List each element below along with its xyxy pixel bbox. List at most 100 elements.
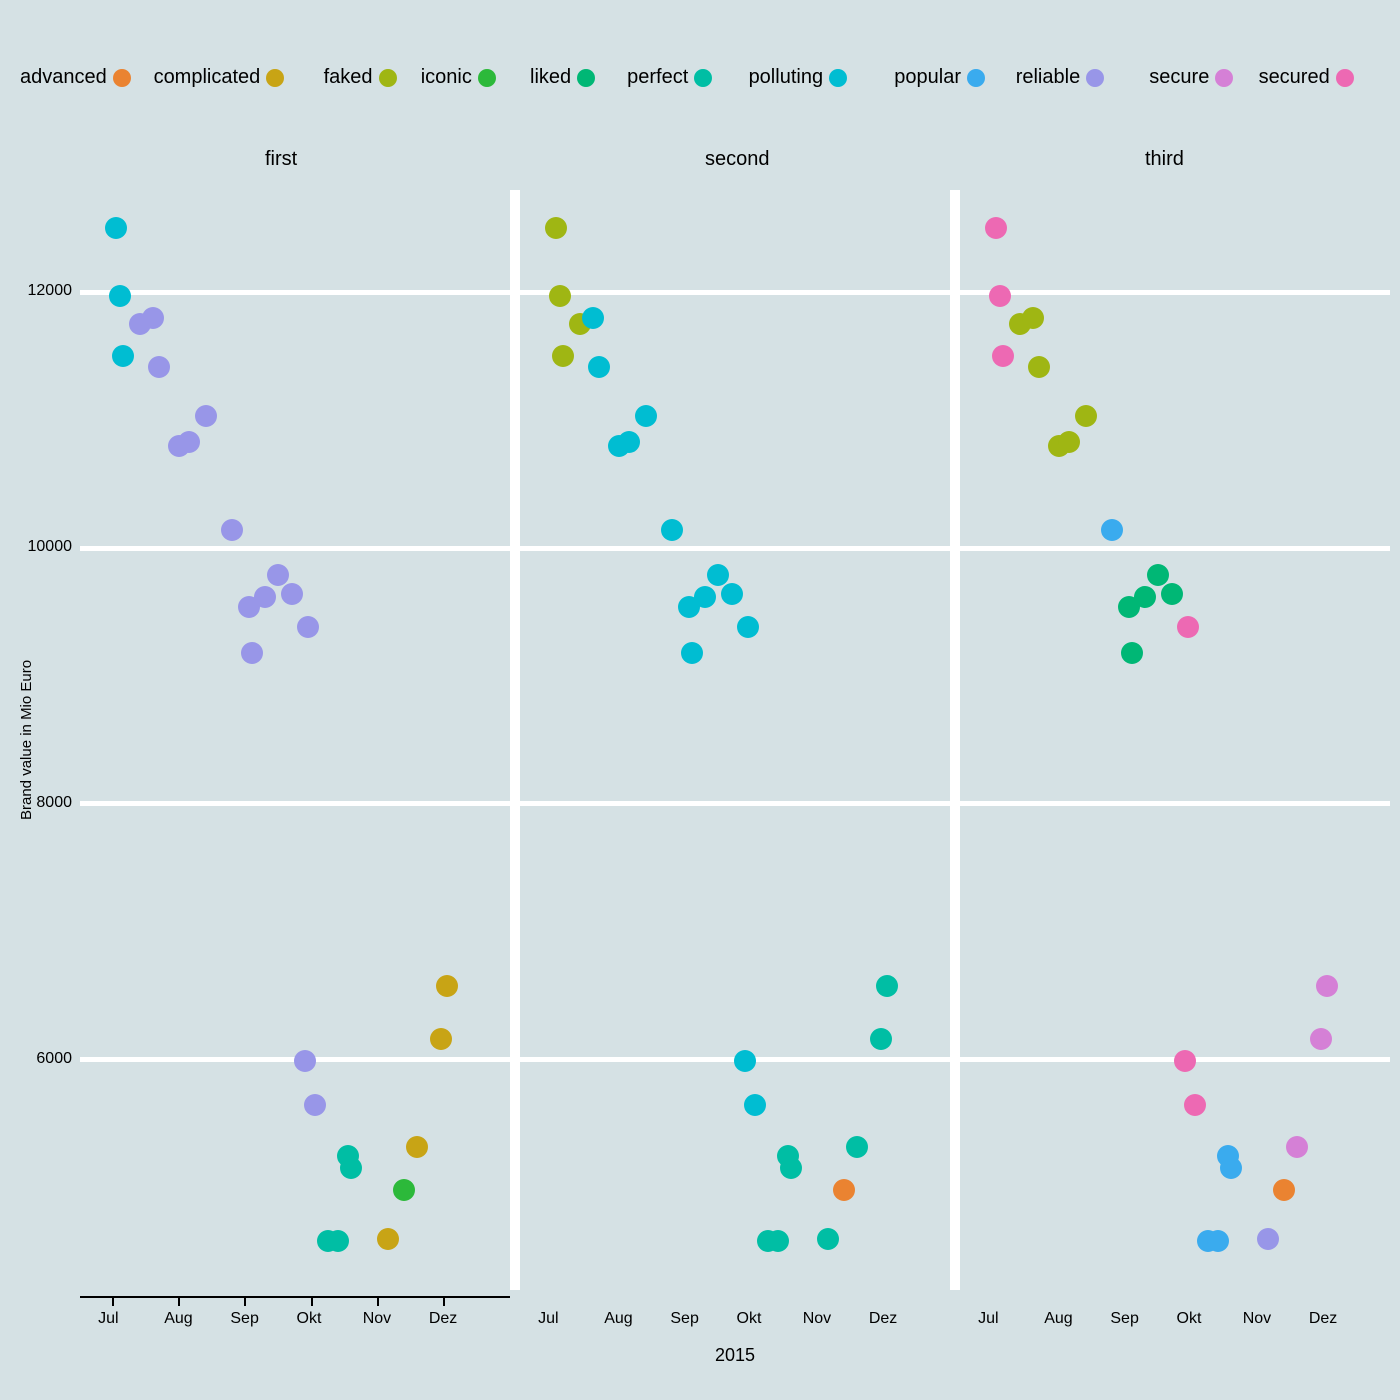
data-point — [109, 285, 131, 307]
facet-title: third — [1145, 148, 1184, 171]
x-tick-label: Dez — [869, 1310, 897, 1328]
data-point — [1207, 1230, 1229, 1252]
data-point — [545, 217, 567, 239]
data-point — [744, 1094, 766, 1116]
x-tick-label: Sep — [670, 1310, 698, 1328]
data-point — [985, 217, 1007, 239]
data-point — [105, 217, 127, 239]
data-point — [737, 616, 759, 638]
y-axis-title: Brand value in Mio Euro — [18, 660, 35, 820]
legend-item-reliable: reliable — [1016, 66, 1104, 89]
data-point — [297, 616, 319, 638]
data-point — [1177, 616, 1199, 638]
gridline — [520, 546, 950, 551]
x-tick — [112, 1296, 114, 1306]
x-tick — [244, 1296, 246, 1306]
data-point — [876, 975, 898, 997]
x-tick-label: Sep — [1110, 1310, 1138, 1328]
data-point — [1147, 564, 1169, 586]
facet-title: second — [705, 148, 770, 171]
legend-item-iconic: iconic — [421, 66, 496, 89]
x-tick — [311, 1296, 313, 1306]
facet-title: first — [265, 148, 297, 171]
data-point — [406, 1136, 428, 1158]
data-point — [112, 345, 134, 367]
legend-item-perfect: perfect — [627, 66, 712, 89]
x-tick — [377, 1296, 379, 1306]
legend-dot-icon — [577, 69, 595, 87]
x-axis-title: 2015 — [715, 1345, 755, 1366]
data-point — [552, 345, 574, 367]
legend-dot-icon — [1086, 69, 1104, 87]
gridline — [80, 801, 510, 806]
legend-label: secure — [1149, 66, 1209, 89]
x-tick-label: Okt — [737, 1310, 762, 1328]
legend-item-faked: faked — [324, 66, 397, 89]
data-point — [1174, 1050, 1196, 1072]
legend-item-liked: liked — [530, 66, 595, 89]
x-tick — [178, 1296, 180, 1306]
x-axis-line — [80, 1296, 510, 1298]
gridline — [520, 290, 950, 295]
legend-label: complicated — [154, 66, 261, 89]
data-point — [661, 519, 683, 541]
data-point — [1101, 519, 1123, 541]
gridline — [520, 801, 950, 806]
x-tick-label: Nov — [1243, 1310, 1271, 1328]
legend-item-complicated: complicated — [154, 66, 285, 89]
gridline — [960, 546, 1390, 551]
x-tick-label: Okt — [1177, 1310, 1202, 1328]
legend-item-popular: popular — [894, 66, 985, 89]
data-point — [694, 586, 716, 608]
legend-item-advanced: advanced — [20, 66, 131, 89]
panel-gap — [510, 190, 520, 1290]
x-tick-label: Jul — [978, 1310, 998, 1328]
x-tick-label: Jul — [538, 1310, 558, 1328]
data-point — [734, 1050, 756, 1072]
data-point — [1220, 1157, 1242, 1179]
legend-label: reliable — [1016, 66, 1080, 89]
data-point — [436, 975, 458, 997]
data-point — [178, 431, 200, 453]
x-tick-label: Dez — [429, 1310, 457, 1328]
legend-label: popular — [894, 66, 961, 89]
data-point — [989, 285, 1011, 307]
legend-label: faked — [324, 66, 373, 89]
legend-dot-icon — [113, 69, 131, 87]
data-point — [195, 405, 217, 427]
gridline — [80, 290, 510, 295]
data-point — [1075, 405, 1097, 427]
legend-item-polluting: polluting — [749, 66, 848, 89]
x-tick-label: Jul — [98, 1310, 118, 1328]
panel-gap — [950, 190, 960, 1290]
legend-dot-icon — [694, 69, 712, 87]
data-point — [267, 564, 289, 586]
legend-dot-icon — [478, 69, 496, 87]
data-point — [817, 1228, 839, 1250]
data-point — [1316, 975, 1338, 997]
legend-label: secured — [1259, 66, 1330, 89]
data-point — [148, 356, 170, 378]
legend-dot-icon — [266, 69, 284, 87]
data-point — [254, 586, 276, 608]
legend-label: liked — [530, 66, 571, 89]
data-point — [833, 1179, 855, 1201]
data-point — [582, 307, 604, 329]
data-point — [721, 583, 743, 605]
data-point — [430, 1028, 452, 1050]
x-tick-label: Aug — [604, 1310, 632, 1328]
y-tick-label: 8000 — [36, 794, 72, 812]
data-point — [1058, 431, 1080, 453]
data-point — [1161, 583, 1183, 605]
legend-dot-icon — [829, 69, 847, 87]
data-point — [1184, 1094, 1206, 1116]
x-tick-label: Aug — [164, 1310, 192, 1328]
x-tick — [443, 1296, 445, 1306]
x-tick-label: Sep — [230, 1310, 258, 1328]
legend-dot-icon — [379, 69, 397, 87]
data-point — [1028, 356, 1050, 378]
data-point — [1134, 586, 1156, 608]
data-point — [241, 642, 263, 664]
legend-label: polluting — [749, 66, 824, 89]
y-tick-label: 6000 — [36, 1050, 72, 1068]
